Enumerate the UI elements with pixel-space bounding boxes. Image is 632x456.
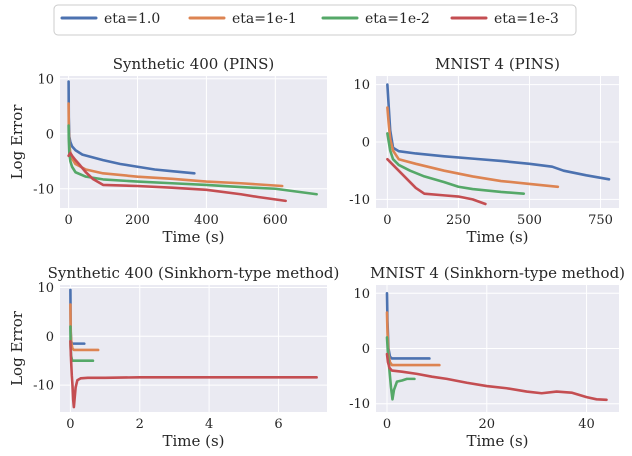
legend-label-eta-1: eta=1.0 [104,11,160,27]
series-line-eta-1e-1 [386,106,560,189]
x-tick-label: 250 [446,213,471,228]
y-tick-label: 0 [362,342,370,357]
x-tick-label: 600 [263,213,288,228]
y-tick-label: 10 [37,72,54,87]
chart-title: Synthetic 400 (PINS) [113,55,275,73]
x-tick-label: 4 [205,417,213,432]
legend: eta=1.0 eta=1e-1 eta=1e-2 eta=1e-3 [53,4,577,36]
x-tick-label: 0 [383,417,391,432]
panel-synthetic-sinkhorn: 0 2 4 6 10 0 -10 Synthetic 400 (Sinkhorn-type m… [8,264,339,450]
x-tick-label: 6 [274,417,282,432]
x-tick-label: 40 [578,417,595,432]
panel-mnist-pins: 0 250 500 750 10 0 -10 MNIST 4 (PINS) Time (s) [349,55,619,246]
series-line-eta-1e-3 [69,339,318,409]
y-tick-label: 0 [362,136,370,151]
x-tick-label: 0 [383,213,391,228]
chart-title: MNIST 4 (Sinkhorn-type method) [370,264,625,282]
legend-label-eta-1e-3: eta=1e-3 [494,11,559,27]
y-tick-label: -10 [33,379,54,394]
series-line-eta-1e-3 [67,151,287,203]
x-tick-label: 20 [478,417,495,432]
legend-label-eta-1e-1: eta=1e-1 [232,11,297,27]
y-tick-label: 10 [353,78,370,93]
x-tick-label: 0 [64,213,72,228]
chart-title: Synthetic 400 (Sinkhorn-type method) [48,264,340,282]
panel-synthetic-pins: 0 200 400 600 10 0 -10 Synthetic 400 (PINS) Time… [8,55,327,246]
y-tick-label: 10 [37,281,54,296]
legend-label-eta-1e-2: eta=1e-2 [365,11,430,27]
y-tick-label: 0 [46,330,54,345]
x-tick-label: 400 [194,213,219,228]
legend-frame [53,4,577,36]
series-line-eta-1e-1 [69,303,100,352]
x-axis-label: Time (s) [162,432,224,450]
y-tick-label: 0 [46,127,54,142]
y-axis-label: Log Error [8,104,26,180]
x-axis-label: Time (s) [466,432,528,450]
y-tick-label: -10 [349,397,370,412]
series-line-eta-1e-2 [386,132,526,195]
x-tick-label: 500 [517,213,542,228]
x-tick-label: 200 [125,213,150,228]
y-axis-label: Log Error [8,310,26,386]
series-line-eta-1e-3 [385,352,608,402]
x-axis-label: Time (s) [466,228,528,246]
series-line-eta-1e-3 [386,157,487,206]
x-tick-label: 2 [136,417,144,432]
panel-mnist-sinkhorn: 0 20 40 10 0 -10 MNIST 4 (Sinkhorn-type method… [349,264,625,450]
y-tick-label: 10 [353,287,370,302]
x-axis-label: Time (s) [162,228,224,246]
y-tick-label: -10 [33,182,54,197]
plot-area [60,285,327,412]
x-tick-label: 750 [588,213,613,228]
y-tick-label: -10 [349,193,370,208]
chart-title: MNIST 4 (PINS) [435,55,560,73]
x-tick-label: 0 [66,417,74,432]
